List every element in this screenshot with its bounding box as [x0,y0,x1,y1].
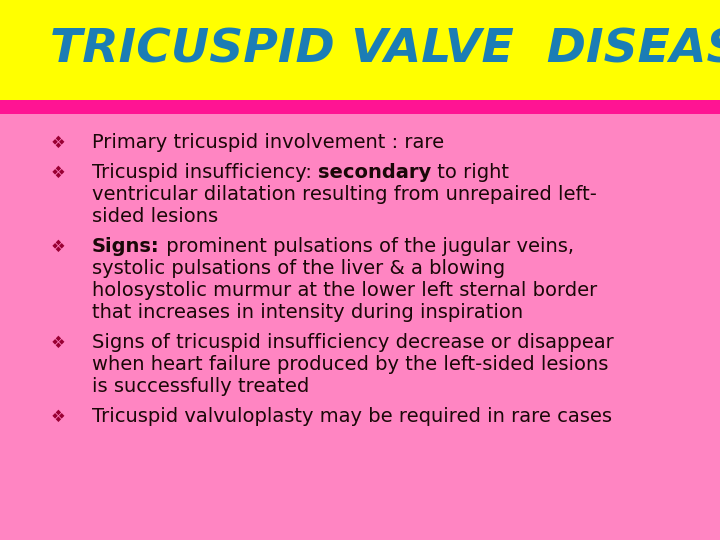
Text: sided lesions: sided lesions [92,207,218,226]
Text: ❖: ❖ [50,134,66,152]
Text: Signs:: Signs: [92,238,160,256]
Text: ❖: ❖ [50,408,66,426]
Bar [0,114,720,540]
Text: systolic pulsations of the liver & a blowing: systolic pulsations of the liver & a blo… [92,260,505,279]
Text: Signs of tricuspid insufficiency decrease or disappear: Signs of tricuspid insufficiency decreas… [92,334,613,353]
Bar [0,0,720,100]
Text: Primary tricuspid involvement : rare: Primary tricuspid involvement : rare [92,133,444,152]
Text: prominent pulsations of the jugular veins,: prominent pulsations of the jugular vein… [160,238,574,256]
Text: holosystolic murmur at the lower left sternal border: holosystolic murmur at the lower left st… [92,281,598,300]
Text: that increases in intensity during inspiration: that increases in intensity during inspi… [92,303,523,322]
Text: Tricuspid insufficiency:: Tricuspid insufficiency: [92,164,318,183]
Text: when heart failure produced by the left-sided lesions: when heart failure produced by the left-… [92,355,608,375]
Text: is successfully treated: is successfully treated [92,377,310,396]
Text: TRICUSPID VALVE  DISEASE: TRICUSPID VALVE DISEASE [50,28,720,72]
Text: secondary: secondary [318,164,431,183]
Text: ❖: ❖ [50,164,66,182]
Text: to right: to right [431,164,509,183]
Text: ❖: ❖ [50,334,66,352]
Text: Tricuspid valvuloplasty may be required in rare cases: Tricuspid valvuloplasty may be required … [92,408,612,427]
Bar [0,100,720,114]
Text: ventricular dilatation resulting from unrepaired left-: ventricular dilatation resulting from un… [92,186,597,205]
Text: ❖: ❖ [50,238,66,256]
